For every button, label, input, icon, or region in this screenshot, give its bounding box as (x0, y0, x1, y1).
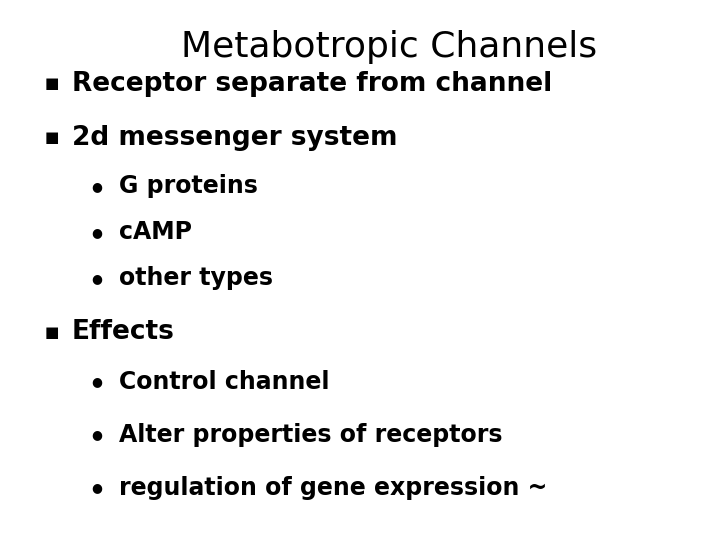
Text: Control channel: Control channel (119, 370, 329, 394)
Text: ●: ● (91, 180, 102, 193)
Text: Alter properties of receptors: Alter properties of receptors (119, 423, 503, 447)
Text: ●: ● (91, 428, 102, 441)
Text: 2d messenger system: 2d messenger system (72, 125, 397, 151)
Text: ●: ● (91, 272, 102, 285)
Text: ■: ■ (45, 325, 59, 340)
Text: Metabotropic Channels: Metabotropic Channels (181, 30, 597, 64)
Text: regulation of gene expression ~: regulation of gene expression ~ (119, 476, 547, 500)
Text: other types: other types (119, 266, 273, 290)
Text: Receptor separate from channel: Receptor separate from channel (72, 71, 552, 97)
Text: ●: ● (91, 481, 102, 494)
Text: cAMP: cAMP (119, 220, 192, 244)
Text: ■: ■ (45, 76, 59, 91)
Text: ●: ● (91, 226, 102, 239)
Text: ●: ● (91, 375, 102, 388)
Text: Effects: Effects (72, 319, 175, 345)
Text: G proteins: G proteins (119, 174, 258, 198)
Text: ■: ■ (45, 130, 59, 145)
